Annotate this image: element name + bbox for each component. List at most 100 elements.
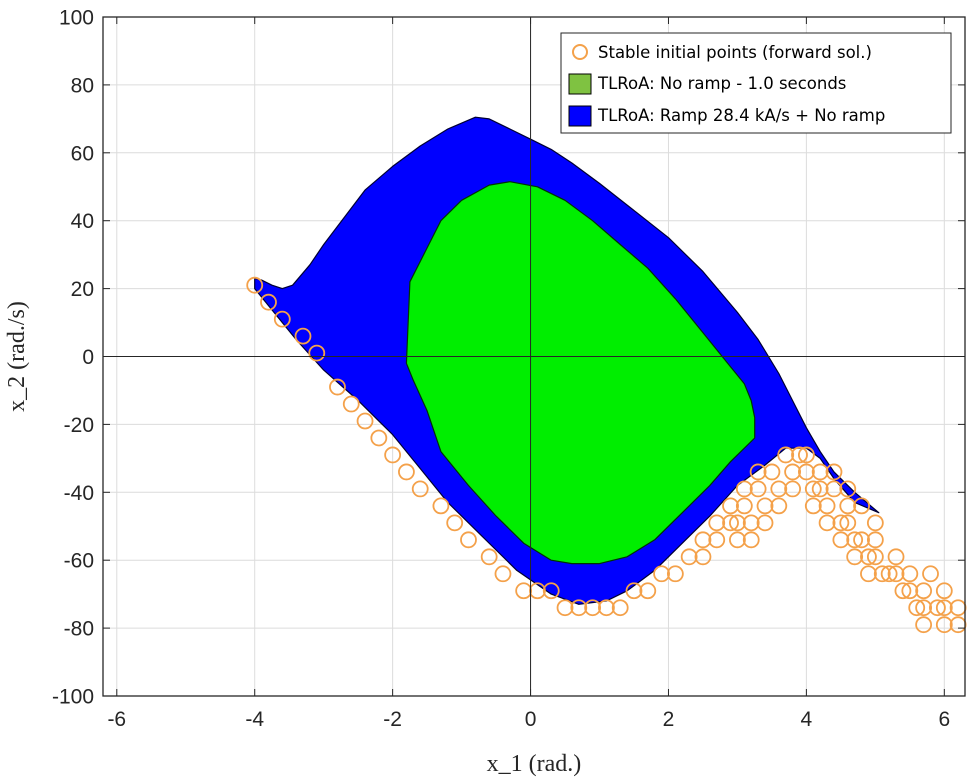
noramp-region bbox=[405, 181, 756, 565]
stable-point bbox=[804, 497, 822, 515]
stable-point bbox=[515, 582, 533, 600]
stable-point bbox=[777, 446, 795, 464]
stable-point bbox=[839, 514, 857, 532]
x-tick-label: 4 bbox=[801, 708, 813, 731]
y-tick-label: -40 bbox=[64, 482, 94, 505]
y-tick-label: -80 bbox=[64, 618, 94, 641]
stable-point bbox=[742, 514, 760, 532]
stable-point bbox=[735, 480, 753, 498]
stable-point bbox=[742, 531, 760, 549]
stable-point bbox=[342, 395, 360, 413]
legend-marker-stable-points bbox=[572, 44, 588, 60]
stable-point bbox=[494, 565, 512, 583]
stable-point bbox=[935, 582, 953, 600]
y-tick-label: 80 bbox=[71, 74, 94, 97]
y-tick-label: 20 bbox=[71, 278, 94, 301]
stable-point bbox=[887, 565, 905, 583]
stable-point bbox=[370, 429, 388, 447]
stable-point bbox=[460, 531, 477, 549]
stable-point bbox=[308, 344, 326, 362]
stable-point bbox=[260, 293, 277, 311]
stable-point bbox=[860, 548, 877, 566]
stable-point bbox=[901, 565, 919, 583]
stable-point bbox=[556, 599, 574, 617]
stable-point bbox=[708, 514, 726, 532]
stable-point bbox=[873, 565, 891, 583]
legend-label-ramp: TLRoA: Ramp 28.4 kA/s + No ramp bbox=[597, 106, 885, 125]
stable-point bbox=[791, 446, 808, 464]
stable-point bbox=[708, 531, 726, 549]
stable-point bbox=[846, 531, 864, 549]
stable-point bbox=[729, 531, 746, 549]
stable-point bbox=[273, 310, 291, 328]
stable-point bbox=[653, 565, 670, 583]
stable-point bbox=[446, 514, 464, 532]
stable-point bbox=[894, 582, 912, 600]
stable-point bbox=[384, 446, 402, 464]
stable-point bbox=[763, 463, 781, 481]
stable-point bbox=[915, 582, 933, 600]
stable-point bbox=[825, 480, 843, 498]
stable-point bbox=[722, 514, 739, 532]
stable-point bbox=[887, 548, 905, 566]
stable-point bbox=[480, 548, 498, 566]
stable-point bbox=[356, 412, 374, 430]
stable-point bbox=[853, 531, 870, 549]
stable-point bbox=[832, 531, 850, 549]
stable-point bbox=[804, 480, 822, 498]
y-axis-label: x_2 (rad./s) bbox=[4, 301, 30, 412]
stable-point bbox=[853, 497, 870, 515]
y-tick-label: -100 bbox=[52, 686, 94, 709]
stable-point bbox=[839, 497, 857, 515]
stable-point bbox=[770, 497, 788, 515]
stable-point bbox=[811, 463, 829, 481]
stable-point bbox=[915, 599, 933, 617]
stable-point bbox=[935, 616, 953, 634]
stable-point bbox=[846, 548, 864, 566]
stable-point bbox=[860, 565, 877, 583]
stable-point bbox=[908, 599, 926, 617]
x-tick-label: -2 bbox=[383, 708, 402, 731]
stable-point bbox=[584, 599, 602, 617]
y-tick-label: 60 bbox=[71, 142, 94, 165]
y-tick-label: -20 bbox=[64, 414, 94, 437]
stable-point bbox=[570, 599, 588, 617]
x-tick-label: 2 bbox=[663, 708, 675, 731]
stable-point bbox=[770, 480, 788, 498]
stable-point bbox=[784, 480, 801, 498]
stable-points-layer bbox=[246, 276, 967, 634]
stable-point bbox=[722, 497, 739, 515]
y-tick-label: -60 bbox=[64, 550, 94, 573]
stable-point bbox=[529, 582, 546, 600]
stable-point bbox=[797, 463, 815, 481]
stable-point bbox=[825, 463, 843, 481]
stable-point bbox=[411, 480, 429, 498]
stable-point bbox=[432, 497, 450, 515]
stable-point bbox=[832, 514, 850, 532]
stable-point bbox=[611, 599, 629, 617]
x-tick-label: -4 bbox=[245, 708, 264, 731]
stable-point bbox=[666, 565, 684, 583]
stable-point bbox=[839, 480, 857, 498]
x-tick-label: -6 bbox=[107, 708, 126, 731]
stable-point bbox=[639, 582, 657, 600]
stable-point bbox=[866, 514, 884, 532]
legend-box bbox=[560, 32, 952, 134]
stable-point bbox=[811, 480, 829, 498]
stable-point bbox=[797, 446, 815, 464]
stable-point bbox=[246, 276, 264, 294]
y-tick-label: 40 bbox=[71, 210, 94, 233]
y-tick-label: 0 bbox=[82, 346, 94, 369]
noramp-region-layer bbox=[405, 181, 756, 565]
legend-swatch-no-ramp bbox=[568, 73, 592, 95]
x-tick-label: 6 bbox=[938, 708, 950, 731]
stable-point bbox=[542, 582, 560, 600]
stable-point bbox=[818, 497, 836, 515]
stable-point bbox=[598, 599, 615, 617]
stable-point bbox=[922, 565, 939, 583]
stable-point bbox=[784, 463, 801, 481]
legend-label-no-ramp: TLRoA: No ramp - 1.0 seconds bbox=[597, 74, 846, 93]
stable-point bbox=[625, 582, 643, 600]
stable-point bbox=[756, 514, 774, 532]
stable-point bbox=[756, 497, 774, 515]
